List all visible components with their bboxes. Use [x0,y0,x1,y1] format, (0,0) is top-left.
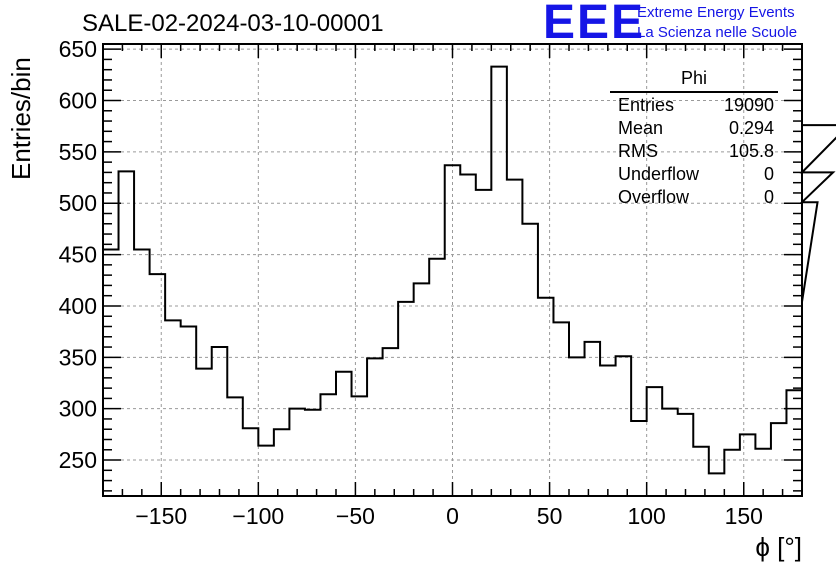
stats-title: Phi [610,68,778,93]
histogram-series-line [103,65,836,475]
stats-row: Mean 0.294 [610,117,778,140]
y-tick-label: 650 [59,36,97,62]
y-axis: 250 300 350 400 450 500 550 600 650 [59,36,802,492]
stats-label: Entries [618,95,675,115]
logo-caption-line1: Extreme Energy Events [637,4,795,21]
logo-caption-line2: La Scienza nelle Scuole [637,24,798,41]
chart-title: SALE-02-2024-03-10-00001 [82,10,384,37]
stats-value: 19090 [723,95,774,115]
x-axis-label: ϕ [°] [755,532,802,562]
x-tick-label: 50 [537,503,563,529]
x-tick-label: −100 [232,503,284,529]
stats-label: Underflow [618,164,700,184]
stats-label: Overflow [618,187,690,207]
x-tick-label: −150 [135,503,187,529]
y-tick-label: 400 [59,293,97,319]
y-tick-label: 500 [59,190,97,216]
logo-caption: Extreme Energy Events La Scienza nelle S… [637,3,797,43]
stats-row: Entries 19090 [610,94,778,117]
eee-logo: EEE [543,0,646,49]
stats-box: Phi Entries 19090 Mean 0.294 RMS 105.8 U… [610,68,778,209]
y-tick-label: 450 [59,242,97,268]
y-tick-label: 250 [59,447,97,473]
x-axis: −150 −100 −50 0 50 100 150 [102,44,803,529]
y-tick-label: 300 [59,396,97,422]
x-tick-label: 0 [446,503,459,529]
y-tick-label: 550 [59,139,97,165]
stats-value: 105.8 [728,141,774,161]
stats-label: Mean [618,118,664,138]
stats-row: RMS 105.8 [610,140,778,163]
x-tick-label: 100 [627,503,665,529]
y-axis-label: Entries/bin [6,57,36,180]
stats-value: 0 [763,187,774,207]
stats-value: 0 [763,164,774,184]
y-tick-label: 350 [59,344,97,370]
stats-row: Overflow 0 [610,186,778,209]
stats-row: Underflow 0 [610,163,778,186]
y-tick-label: 600 [59,88,97,114]
stats-value: 0.294 [728,118,774,138]
stats-label: RMS [618,141,658,161]
plot-frame [102,43,803,497]
x-tick-label: 150 [725,503,763,529]
x-tick-label: −50 [336,503,375,529]
